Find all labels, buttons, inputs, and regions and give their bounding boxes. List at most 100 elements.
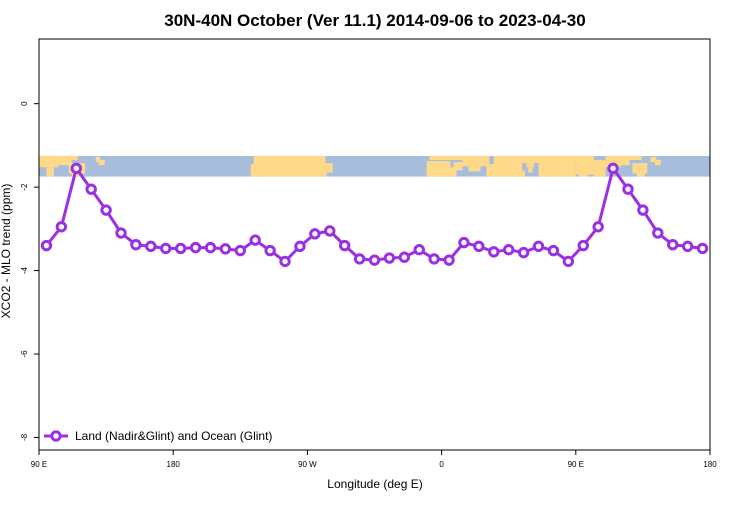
x-tick-label-1: 180 [167, 460, 181, 469]
y-axis: 0 -2 -4 -6 -8 [20, 101, 39, 441]
y-tick-label-4: -8 [20, 433, 29, 441]
y-tick-label-1: -2 [20, 183, 29, 191]
map-land-17 [468, 166, 481, 172]
x-tick-label-5: 180 [703, 460, 717, 469]
data-point-14 [249, 234, 261, 246]
data-point-21 [353, 253, 366, 265]
data-point-29 [473, 240, 485, 253]
series-layer [40, 162, 709, 268]
data-point-27 [443, 254, 455, 266]
map-land-24 [538, 155, 576, 177]
data-point-25 [413, 244, 425, 256]
data-point-13 [234, 244, 247, 257]
map-land-30 [629, 155, 642, 161]
map-land-23 [516, 170, 526, 177]
data-point-4 [100, 204, 112, 216]
data-point-1 [55, 221, 68, 233]
data-point-35 [562, 255, 575, 268]
y-tick-label-3: -6 [20, 350, 29, 358]
data-point-30 [488, 246, 500, 258]
map-land-14 [441, 167, 457, 177]
map-land-2 [58, 155, 72, 166]
data-point-31 [503, 244, 515, 256]
map-band [39, 155, 710, 177]
data-point-6 [130, 239, 142, 251]
data-point-36 [577, 239, 589, 252]
map-land-33 [650, 156, 657, 163]
x-axis-label: Longitude (deg E) [327, 477, 422, 491]
map-land-27 [593, 160, 606, 177]
x-tick-label-3: 0 [439, 460, 444, 469]
data-point-11 [204, 241, 217, 254]
plot-frame [38, 38, 711, 451]
map-land-34 [654, 160, 661, 166]
data-point-19 [324, 225, 336, 237]
data-point-40 [637, 204, 649, 216]
map-land-16 [462, 155, 490, 167]
map-land-0 [39, 155, 59, 168]
data-point-3 [85, 183, 97, 195]
data-point-32 [517, 246, 530, 259]
legend-marker-swatch [50, 430, 62, 442]
map-land-20 [519, 155, 539, 164]
x-tick-label-2: 90 W [298, 460, 317, 469]
data-point-42 [667, 239, 679, 251]
data-point-5 [115, 227, 127, 239]
map-land-25 [575, 155, 594, 175]
data-point-24 [398, 251, 411, 263]
data-point-26 [428, 253, 440, 265]
map-land-22 [528, 167, 533, 173]
data-point-18 [309, 228, 321, 240]
map-land-29 [617, 155, 630, 166]
data-point-23 [383, 252, 396, 264]
data-point-38 [607, 162, 619, 175]
data-point-20 [338, 239, 351, 252]
chart-title: 30N-40N October (Ver 11.1) 2014-09-06 to… [164, 11, 585, 30]
data-point-8 [160, 242, 172, 255]
data-point-43 [681, 240, 694, 253]
data-point-41 [652, 227, 664, 239]
y-axis-label: XCO2 - MLO trend (ppm) [0, 184, 13, 319]
data-point-22 [368, 254, 381, 266]
data-point-9 [174, 242, 187, 255]
map-land-6 [95, 156, 101, 163]
map-land-26 [578, 174, 588, 177]
map-land-13 [429, 155, 472, 161]
map-land-8 [253, 155, 326, 177]
data-point-39 [622, 183, 634, 195]
map-land-9 [250, 164, 260, 177]
data-point-0 [40, 239, 53, 252]
map-land-32 [636, 171, 645, 177]
data-point-33 [532, 240, 545, 253]
data-point-15 [264, 244, 276, 257]
map-land-19 [486, 164, 496, 177]
data-point-37 [592, 221, 604, 233]
legend-label: Land (Nadir&Glint) and Ocean (Glint) [75, 429, 272, 443]
data-point-44 [696, 242, 709, 255]
map-land-7 [98, 160, 105, 166]
data-point-34 [547, 244, 560, 257]
legend: Land (Nadir&Glint) and Ocean (Glint) [44, 429, 272, 443]
map-land-18 [493, 155, 523, 177]
data-point-2 [70, 162, 82, 175]
map-land-28 [605, 155, 621, 168]
map-land-21 [526, 163, 535, 168]
y-tick-label-0: 0 [20, 101, 29, 106]
data-point-7 [145, 240, 157, 253]
series-line-0 [45, 166, 703, 263]
map-land-11 [320, 172, 327, 177]
map-land-3 [65, 155, 78, 161]
map-land-15 [453, 162, 463, 171]
data-point-12 [219, 243, 232, 255]
x-tick-label-0: 90 E [31, 460, 47, 469]
map-land-31 [632, 163, 648, 174]
data-point-17 [294, 240, 306, 253]
map-land-10 [322, 163, 333, 173]
data-point-16 [279, 255, 291, 268]
map-land-1 [46, 167, 54, 177]
data-point-10 [189, 241, 202, 254]
data-point-28 [458, 236, 470, 249]
y-tick-label-2: -4 [20, 266, 29, 274]
